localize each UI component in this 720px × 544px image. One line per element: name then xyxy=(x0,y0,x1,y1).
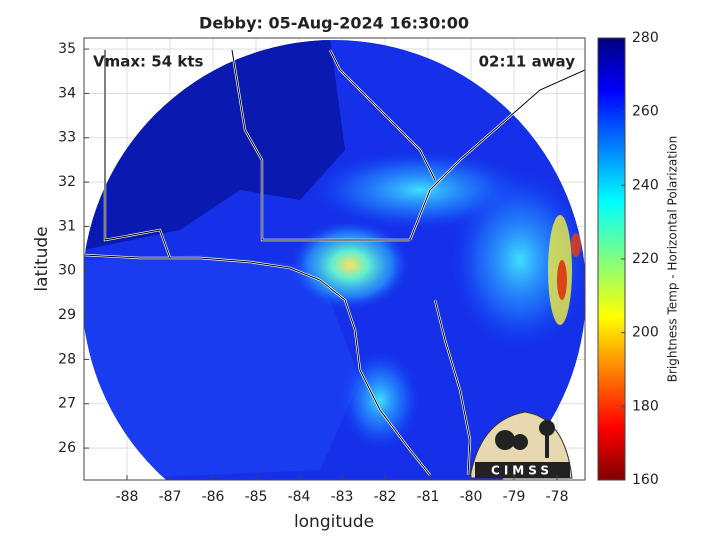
plot-frame xyxy=(83,37,586,481)
x-axis-label: longitude xyxy=(294,512,374,532)
y-tick-label: 35 xyxy=(58,41,76,57)
colorbar-label: Brightness Temp - Horizontal Polarizatio… xyxy=(666,136,680,383)
y-tick-label: 29 xyxy=(58,307,76,323)
coastlines xyxy=(84,49,585,476)
time-away-label: 02:11 away xyxy=(479,53,576,71)
y-axis-label: latitude xyxy=(32,226,52,291)
x-tick-label: -88 xyxy=(116,489,139,505)
x-tick-label: -79 xyxy=(503,489,526,505)
colorbar-tick-label: 180 xyxy=(632,398,659,414)
y-tick-label: 28 xyxy=(58,351,76,367)
colorbar-tick-label: 160 xyxy=(632,472,659,488)
title: Debby: 05-Aug-2024 16:30:00 xyxy=(199,14,469,33)
y-tick-label: 31 xyxy=(58,218,76,234)
y-tick-label: 30 xyxy=(58,263,76,279)
colorbar-tick-label: 220 xyxy=(632,251,659,267)
x-tick-label: -80 xyxy=(460,489,483,505)
x-tick-label: -81 xyxy=(417,489,440,505)
x-tick-label: -84 xyxy=(288,489,311,505)
x-tick-label: -78 xyxy=(546,489,569,505)
colorbar-tick-label: 200 xyxy=(632,325,659,341)
colorbar-tick-label: 280 xyxy=(632,30,659,46)
y-tick-label: 27 xyxy=(58,396,76,412)
x-tick-label: -86 xyxy=(202,489,225,505)
logo-text: CIMSS xyxy=(491,464,553,478)
y-tick-label: 26 xyxy=(58,440,76,456)
x-tick-label: -83 xyxy=(331,489,354,505)
satellite-image xyxy=(84,40,585,480)
x-tick-label: -85 xyxy=(245,489,268,505)
colorbar xyxy=(597,37,626,481)
colorbar-tick-label: 260 xyxy=(632,104,659,120)
colorbar-tick-label: 240 xyxy=(632,177,659,193)
y-tick-label: 34 xyxy=(58,85,76,101)
y-tick-label: 32 xyxy=(58,174,76,190)
logo: CIMSS xyxy=(469,411,573,479)
y-tick-label: 33 xyxy=(58,130,76,146)
x-tick-label: -87 xyxy=(159,489,182,505)
vmax-label: Vmax: 54 kts xyxy=(93,53,203,71)
x-tick-label: -82 xyxy=(374,489,397,505)
